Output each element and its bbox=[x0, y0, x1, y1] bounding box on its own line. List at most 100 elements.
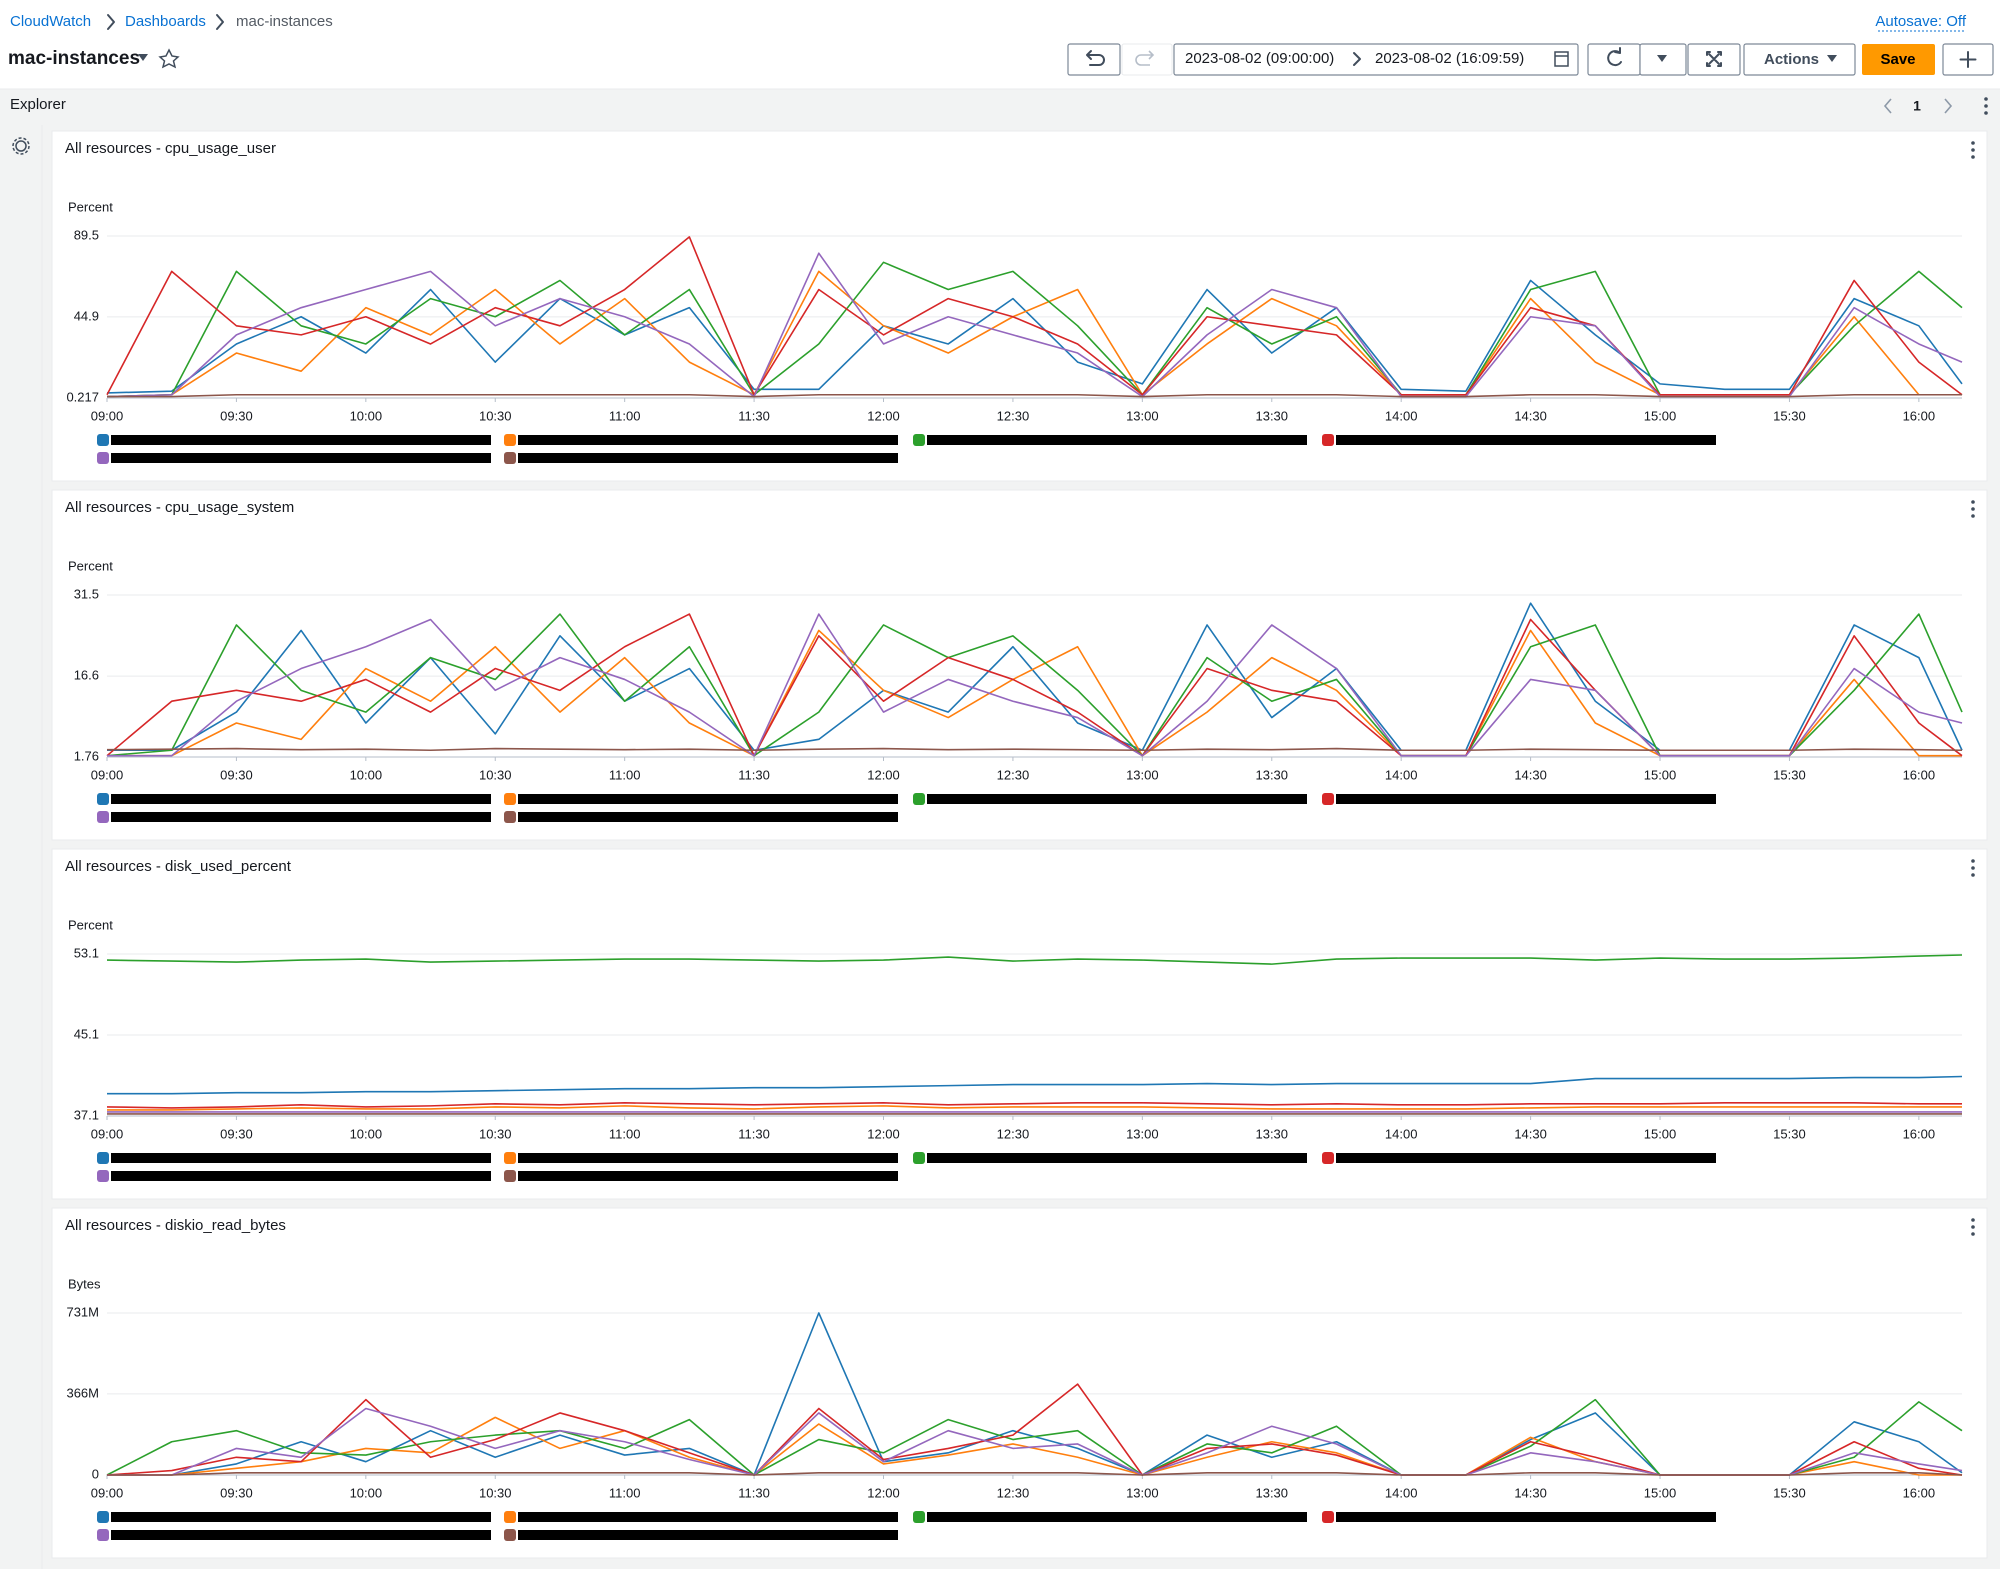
y-tick-label: 53.1 bbox=[74, 945, 99, 960]
redacted-legend-label bbox=[518, 453, 898, 463]
breadcrumb-separator bbox=[216, 14, 224, 30]
x-tick-label: 13:00 bbox=[1126, 767, 1159, 782]
series-line bbox=[107, 1105, 1962, 1111]
x-tick-label: 14:00 bbox=[1385, 1485, 1418, 1500]
y-tick-label: 0 bbox=[92, 1466, 99, 1481]
x-tick-label: 10:00 bbox=[350, 1485, 383, 1500]
legend-swatch bbox=[97, 434, 109, 446]
x-tick-label: 11:30 bbox=[738, 408, 770, 423]
y-tick-label: 731M bbox=[66, 1304, 99, 1319]
redacted-legend-label bbox=[927, 1153, 1307, 1163]
widget-menu-dot bbox=[1971, 1218, 1975, 1222]
page-previous[interactable] bbox=[1883, 98, 1892, 114]
autosave-toggle[interactable]: Autosave: Off bbox=[1875, 13, 1966, 30]
dashboard-menu-caret[interactable] bbox=[138, 54, 148, 61]
x-tick-label: 12:30 bbox=[997, 767, 1030, 782]
x-tick-label: 09:00 bbox=[91, 408, 124, 423]
x-tick-label: 13:30 bbox=[1255, 767, 1288, 782]
widget-menu-dot bbox=[1971, 1225, 1975, 1229]
y-axis-label: Bytes bbox=[68, 1276, 101, 1291]
settings-icon-gear bbox=[12, 137, 30, 155]
actions-caret bbox=[1827, 55, 1837, 62]
x-tick-label: 11:30 bbox=[738, 1126, 770, 1141]
redacted-legend-label bbox=[518, 1171, 898, 1181]
legend-swatch bbox=[1322, 1511, 1334, 1523]
x-tick-label: 10:30 bbox=[479, 767, 512, 782]
breadcrumb[interactable]: Dashboards bbox=[125, 13, 206, 30]
redacted-legend-label bbox=[111, 1171, 491, 1181]
redacted-legend-label bbox=[518, 1153, 898, 1163]
time-range-picker[interactable] bbox=[1173, 43, 1579, 76]
x-tick-label: 14:00 bbox=[1385, 408, 1418, 423]
refresh-button[interactable] bbox=[1587, 43, 1641, 76]
legend-swatch bbox=[504, 1529, 516, 1541]
redo-icon bbox=[1135, 50, 1155, 66]
series-line bbox=[106, 1102, 1962, 1109]
x-tick-label: 11:00 bbox=[609, 408, 641, 423]
y-tick-label: 0.217 bbox=[66, 389, 99, 404]
save-button[interactable] bbox=[1862, 44, 1935, 75]
legend-swatch bbox=[97, 452, 109, 464]
legend-swatch bbox=[1322, 1152, 1334, 1164]
explorer-menu[interactable] bbox=[1984, 97, 1988, 115]
redacted-legend-label bbox=[111, 794, 491, 804]
x-tick-label: 14:30 bbox=[1514, 767, 1547, 782]
x-tick-label: 09:30 bbox=[220, 767, 253, 782]
x-tick-label: 10:00 bbox=[350, 767, 383, 782]
favorite-star[interactable] bbox=[158, 48, 180, 69]
legend-swatch bbox=[97, 1529, 109, 1541]
page-number[interactable]: 1 bbox=[1913, 98, 1921, 114]
x-tick-label: 09:00 bbox=[91, 767, 124, 782]
x-tick-label: 11:00 bbox=[609, 1485, 641, 1500]
explorer-label: Explorer bbox=[10, 96, 66, 113]
calendar-icon bbox=[1554, 51, 1569, 67]
x-tick-label: 15:00 bbox=[1644, 1485, 1677, 1500]
legend-swatch bbox=[913, 1511, 925, 1523]
redacted-legend-label bbox=[111, 1512, 491, 1522]
widget-panel bbox=[51, 1207, 1988, 1559]
x-tick-label: 10:00 bbox=[350, 408, 383, 423]
redacted-legend-label bbox=[927, 794, 1307, 804]
widget-panel bbox=[51, 489, 1988, 841]
legend-swatch bbox=[504, 793, 516, 805]
x-tick-label: 13:30 bbox=[1255, 408, 1288, 423]
x-tick-label: 11:00 bbox=[609, 1126, 641, 1141]
widget-menu-dot bbox=[1971, 141, 1975, 145]
redacted-legend-label bbox=[518, 812, 898, 822]
redacted-legend-label bbox=[927, 1512, 1307, 1522]
legend-swatch bbox=[504, 1511, 516, 1523]
legend-swatch bbox=[97, 811, 109, 823]
redacted-legend-label bbox=[518, 1530, 898, 1540]
legend-swatch bbox=[913, 1152, 925, 1164]
y-axis-label: Percent bbox=[68, 917, 113, 932]
y-tick-label: 45.1 bbox=[74, 1026, 99, 1041]
redacted-legend-label bbox=[518, 794, 898, 804]
widget-menu-dot bbox=[1971, 500, 1975, 504]
legend-swatch bbox=[913, 793, 925, 805]
redacted-legend-label bbox=[111, 435, 491, 445]
settings-icon[interactable] bbox=[15, 140, 27, 152]
fullscreen-icon bbox=[1706, 51, 1722, 67]
legend-swatch bbox=[97, 1152, 109, 1164]
side-rail bbox=[0, 125, 42, 1569]
series-line bbox=[107, 393, 1962, 398]
widget-menu-dot bbox=[1971, 148, 1975, 152]
actions-button[interactable] bbox=[1743, 43, 1856, 76]
x-tick-label: 15:00 bbox=[1644, 408, 1677, 423]
redacted-legend-label bbox=[927, 435, 1307, 445]
refresh-options-caret bbox=[1657, 55, 1667, 62]
widget-menu-dot bbox=[1971, 866, 1975, 870]
breadcrumb[interactable]: CloudWatch bbox=[10, 13, 91, 30]
y-tick-label: 44.9 bbox=[74, 308, 99, 323]
y-tick-label: 16.6 bbox=[74, 668, 99, 683]
x-tick-label: 16:00 bbox=[1903, 1485, 1936, 1500]
series-line bbox=[107, 1471, 1963, 1476]
x-tick-label: 11:30 bbox=[738, 767, 770, 782]
redo-button[interactable] bbox=[1121, 43, 1173, 76]
x-tick-label: 10:30 bbox=[479, 408, 512, 423]
page-next[interactable] bbox=[1944, 98, 1953, 114]
undo-button[interactable] bbox=[1067, 43, 1121, 76]
save-label: Save bbox=[1880, 51, 1915, 68]
x-tick-label: 16:00 bbox=[1903, 1126, 1936, 1141]
